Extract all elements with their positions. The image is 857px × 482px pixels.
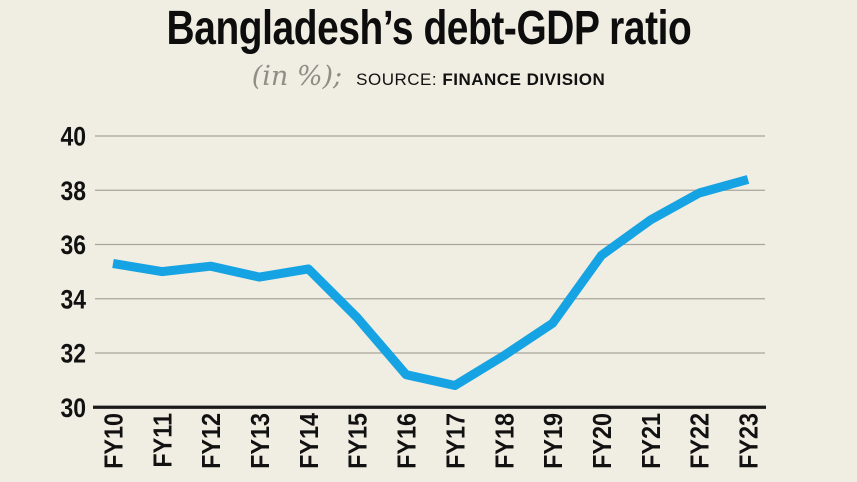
chart-title: Bangladesh’s debt-GDP ratio (0, 2, 857, 56)
x-tick-label-fy20: FY20 (589, 413, 617, 469)
x-tick-label-fy11: FY11 (149, 413, 177, 468)
unit-label: (in %); (251, 60, 343, 92)
y-tick-label-32: 32 (60, 339, 86, 369)
x-tick-label-fy19: FY19 (540, 413, 568, 469)
x-tick-label-fy13: FY13 (247, 413, 275, 469)
x-tick-label-fy21: FY21 (638, 413, 666, 469)
chart-header: Bangladesh’s debt-GDP ratio (in %); SOURC… (0, 0, 857, 92)
chart-title-text: Bangladesh’s debt-GDP ratio (166, 2, 691, 55)
x-tick-label-fy10: FY10 (100, 413, 128, 469)
x-tick-label-fy14: FY14 (296, 413, 324, 469)
chart-subtitle: (in %); SOURCE: FINANCE DIVISION (0, 61, 857, 92)
debt-gdp-line-series (112, 175, 750, 390)
x-tick-label-fy22: FY22 (687, 413, 715, 469)
y-tick-label-40: 40 (60, 122, 86, 152)
x-tick-label-fy17: FY17 (442, 413, 470, 469)
x-tick-label-fy15: FY15 (345, 413, 373, 469)
x-tick-label-fy18: FY18 (491, 413, 519, 469)
x-tick-label-fy16: FY16 (394, 413, 422, 469)
y-tick-label-36: 36 (60, 230, 86, 260)
y-tick-label-34: 34 (60, 285, 86, 315)
source-value: FINANCE DIVISION (442, 69, 606, 89)
source-label: SOURCE: (356, 69, 438, 89)
y-tick-label-38: 38 (60, 176, 86, 206)
y-tick-label-30: 30 (60, 393, 86, 423)
x-tick-label-fy23: FY23 (735, 413, 763, 469)
x-tick-label-fy12: FY12 (198, 413, 226, 469)
